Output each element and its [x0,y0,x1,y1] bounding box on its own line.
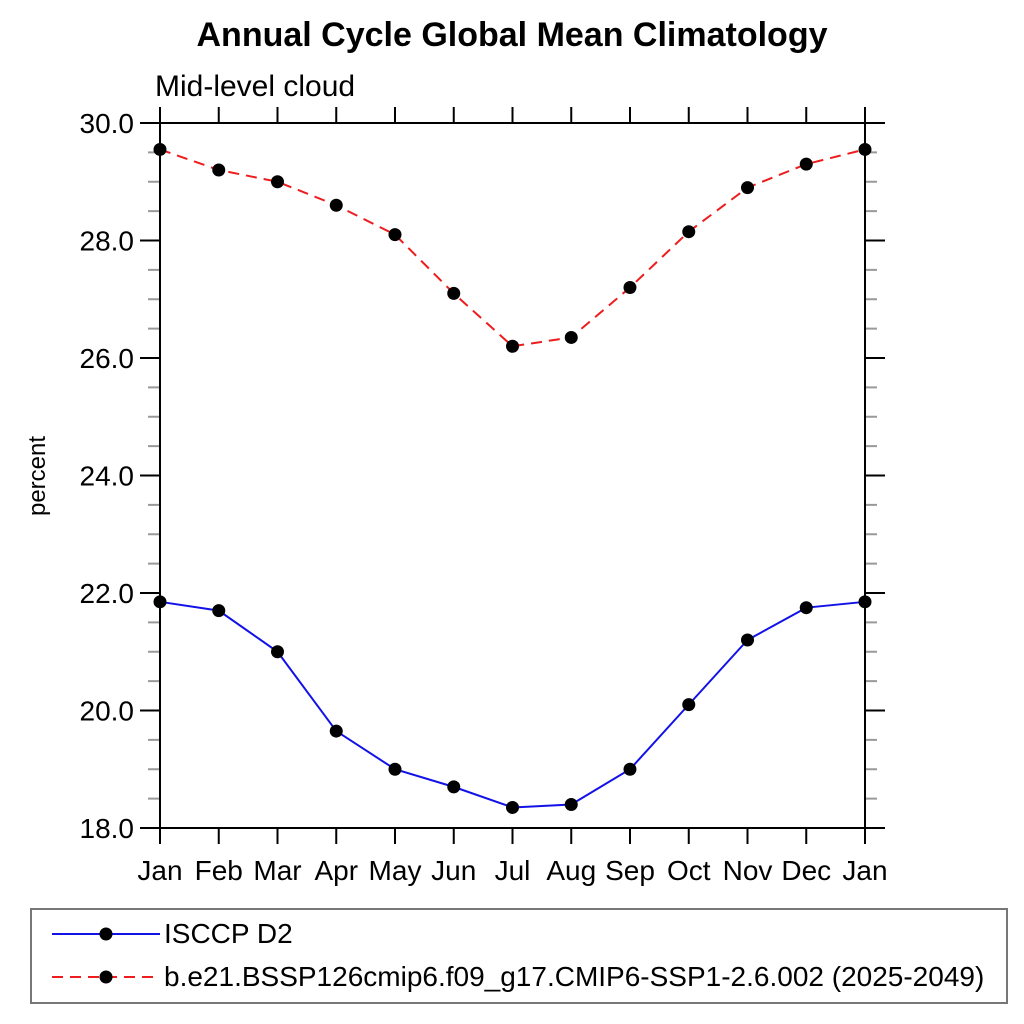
legend-line-sample-1 [52,970,160,984]
legend-label: b.e21.BSSP126cmip6.f09_g17.CMIP6-SSP1-2.… [164,961,985,992]
plot-frame [159,122,866,829]
x-tick-label: Nov [723,855,773,886]
legend-label: ISCCP D2 [164,918,293,949]
data-point-marker [682,698,696,712]
x-tick-label: Sep [605,855,655,886]
data-point-marker [623,762,637,776]
data-point-marker [799,157,813,171]
series-line [159,600,866,809]
data-point-marker [153,142,167,156]
x-tick-label: Jan [842,855,887,886]
y-tick-label: 28.0 [80,226,135,257]
y-tick-label: 22.0 [80,578,135,609]
x-tick-label: Jul [495,855,531,886]
legend-line-sample-0 [52,927,160,941]
plot-area: 18.0 20.0 22.0 24.0 26.0 28.0 30.0 Jan Feb Mar Apr… [80,107,888,886]
series-line [159,148,866,348]
series-1 [153,142,872,353]
series-0 [153,595,872,814]
y-tick-label: 30.0 [80,108,135,139]
x-tick-label: May [369,855,422,886]
data-point-marker [623,281,637,294]
data-point-marker [212,163,226,177]
chart-title: Annual Cycle Global Mean Climatology [196,16,828,54]
data-point-marker [329,198,343,212]
data-point-marker [858,595,872,609]
x-tick-label: Feb [195,855,243,886]
y-tick-label: 20.0 [80,696,135,727]
x-tick-label: Dec [781,855,831,886]
x-tick-label: Aug [546,855,596,886]
data-point-marker [388,762,402,776]
legend-sample-marker [99,970,113,984]
data-point-marker [329,724,343,738]
legend-box: ISCCP D2 b.e21.BSSP126cmip6.f09_g17.CMIP… [30,908,1008,1004]
legend-item-model: b.e21.BSSP126cmip6.f09_g17.CMIP6-SSP1-2.… [50,959,984,995]
data-point-marker [741,181,754,195]
data-point-marker [447,780,461,794]
data-point-marker [506,339,519,353]
data-point-marker [564,330,578,344]
data-point-marker [858,142,872,156]
x-tick-label: Apr [314,855,358,886]
data-point-marker [799,601,813,615]
data-point-marker [153,595,167,609]
data-point-marker [271,175,284,189]
data-point-marker [682,225,696,239]
x-tick-label: Jun [431,855,476,886]
y-tick-label: 18.0 [80,813,135,844]
x-tick-label: Jan [137,855,182,886]
data-point-marker [506,800,519,814]
legend-sample-marker [99,927,113,941]
x-tick-label: Mar [253,855,301,886]
y-tick-label: 24.0 [80,461,135,492]
data-point-marker [564,798,578,811]
legend-item-isccp: ISCCP D2 [50,916,293,952]
data-point-marker [388,228,402,242]
data-point-marker [212,604,226,618]
x-tick-label: Oct [667,855,711,886]
y-tick-label: 26.0 [80,343,135,374]
data-point-marker [741,633,754,647]
chart-subtitle: Mid-level cloud [155,70,356,103]
data-point-marker [271,645,284,659]
data-point-marker [447,286,461,300]
